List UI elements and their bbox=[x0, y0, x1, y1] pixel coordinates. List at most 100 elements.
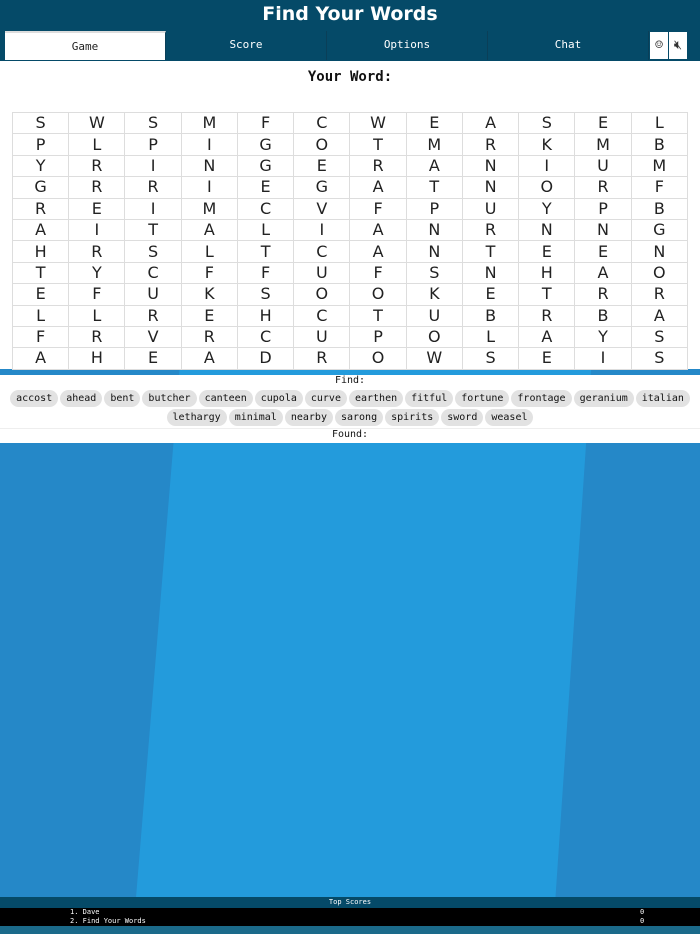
grid-cell[interactable]: N bbox=[461, 154, 520, 178]
grid-cell[interactable]: H bbox=[518, 261, 576, 285]
grid-cell[interactable]: T bbox=[349, 304, 407, 327]
grid-cell[interactable]: E bbox=[124, 347, 182, 370]
grid-cell[interactable]: A bbox=[11, 218, 70, 242]
grid-cell[interactable]: L bbox=[68, 133, 126, 156]
grid-cell[interactable]: K bbox=[518, 133, 576, 156]
grid-cell[interactable]: S bbox=[405, 261, 463, 285]
grid-cell[interactable]: N bbox=[405, 240, 463, 263]
grid-cell[interactable]: A bbox=[349, 218, 407, 242]
grid-cell[interactable]: S bbox=[124, 111, 182, 135]
grid-cell[interactable]: E bbox=[236, 176, 295, 199]
grid-cell[interactable]: C bbox=[236, 197, 295, 220]
grid-cell[interactable]: N bbox=[405, 218, 463, 242]
grid-cell[interactable]: B bbox=[574, 304, 632, 327]
grid-cell[interactable]: A bbox=[180, 347, 238, 370]
grid-cell[interactable]: A bbox=[349, 240, 407, 263]
grid-cell[interactable]: K bbox=[180, 283, 238, 306]
grid-cell[interactable]: P bbox=[349, 325, 407, 349]
grid-cell[interactable]: N bbox=[461, 176, 520, 199]
mute-icon[interactable]: 🔇︎ bbox=[669, 32, 687, 59]
grid-cell[interactable]: B bbox=[630, 197, 689, 220]
grid-cell[interactable]: R bbox=[124, 176, 182, 199]
grid-cell[interactable]: R bbox=[68, 240, 126, 263]
grid-cell[interactable]: R bbox=[630, 283, 689, 306]
grid-cell[interactable]: C bbox=[293, 111, 351, 135]
grid-cell[interactable]: R bbox=[349, 154, 407, 178]
grid-cell[interactable]: S bbox=[630, 347, 689, 370]
grid-cell[interactable]: F bbox=[236, 261, 295, 285]
grid-cell[interactable]: P bbox=[11, 133, 70, 156]
grid-cell[interactable]: N bbox=[630, 240, 689, 263]
grid-cell[interactable]: Y bbox=[68, 261, 126, 285]
grid-cell[interactable]: N bbox=[518, 218, 576, 242]
grid-cell[interactable]: R bbox=[574, 283, 632, 306]
grid-cell[interactable]: W bbox=[68, 111, 126, 135]
grid-cell[interactable]: V bbox=[293, 197, 351, 220]
grid-cell[interactable]: M bbox=[180, 197, 238, 220]
grid-cell[interactable]: F bbox=[630, 176, 689, 199]
grid-cell[interactable]: T bbox=[11, 261, 70, 285]
grid-cell[interactable]: Y bbox=[11, 154, 70, 178]
grid-cell[interactable]: U bbox=[405, 304, 463, 327]
grid-cell[interactable]: I bbox=[293, 218, 351, 242]
grid-cell[interactable]: L bbox=[68, 304, 126, 327]
grid-cell[interactable]: C bbox=[293, 304, 351, 327]
grid-cell[interactable]: E bbox=[180, 304, 238, 327]
grid-cell[interactable]: T bbox=[405, 176, 463, 199]
grid-cell[interactable]: W bbox=[405, 347, 463, 370]
grid-cell[interactable]: O bbox=[518, 176, 576, 199]
grid-cell[interactable]: E bbox=[11, 283, 70, 306]
grid-cell[interactable]: E bbox=[293, 154, 351, 178]
grid-cell[interactable]: O bbox=[349, 283, 407, 306]
grid-cell[interactable]: A bbox=[405, 154, 463, 178]
tab-options[interactable]: Options bbox=[327, 31, 488, 60]
grid-cell[interactable]: R bbox=[68, 154, 126, 178]
grid-cell[interactable]: B bbox=[461, 304, 520, 327]
grid-cell[interactable]: U bbox=[293, 325, 351, 349]
grid-cell[interactable]: M bbox=[574, 133, 632, 156]
grid-cell[interactable]: R bbox=[574, 176, 632, 199]
grid-cell[interactable]: O bbox=[293, 283, 351, 306]
grid-cell[interactable]: O bbox=[630, 261, 689, 285]
grid-cell[interactable]: U bbox=[293, 261, 351, 285]
grid-cell[interactable]: P bbox=[124, 133, 182, 156]
grid-cell[interactable]: Y bbox=[518, 197, 576, 220]
grid-cell[interactable]: G bbox=[236, 133, 295, 156]
grid-cell[interactable]: R bbox=[461, 218, 520, 242]
grid-cell[interactable]: N bbox=[461, 261, 520, 285]
grid-cell[interactable]: I bbox=[180, 176, 238, 199]
grid-cell[interactable]: N bbox=[574, 218, 632, 242]
grid-cell[interactable]: L bbox=[180, 240, 238, 263]
grid-cell[interactable]: F bbox=[11, 325, 70, 349]
grid-cell[interactable]: S bbox=[11, 111, 70, 135]
grid-cell[interactable]: A bbox=[180, 218, 238, 242]
grid-cell[interactable]: U bbox=[574, 154, 632, 178]
grid-cell[interactable]: F bbox=[180, 261, 238, 285]
grid-cell[interactable]: S bbox=[518, 111, 576, 135]
grid-cell[interactable]: E bbox=[461, 283, 520, 306]
grid-cell[interactable]: E bbox=[574, 240, 632, 263]
grid-cell[interactable]: L bbox=[236, 218, 295, 242]
grid-cell[interactable]: A bbox=[630, 304, 689, 327]
grid-cell[interactable]: E bbox=[518, 240, 576, 263]
grid-cell[interactable]: I bbox=[574, 347, 632, 370]
grid-cell[interactable]: H bbox=[68, 347, 126, 370]
grid-cell[interactable]: I bbox=[68, 218, 126, 242]
grid-cell[interactable]: E bbox=[574, 111, 632, 135]
grid-cell[interactable]: H bbox=[236, 304, 295, 327]
grid-cell[interactable]: S bbox=[236, 283, 295, 306]
grid-cell[interactable]: E bbox=[68, 197, 126, 220]
grid-cell[interactable]: R bbox=[518, 304, 576, 327]
grid-cell[interactable]: I bbox=[180, 133, 238, 156]
emoji-icon[interactable]: ☺ bbox=[650, 32, 668, 59]
grid-cell[interactable]: P bbox=[405, 197, 463, 220]
grid-cell[interactable]: Y bbox=[574, 325, 632, 349]
grid-cell[interactable]: A bbox=[11, 347, 70, 370]
grid-cell[interactable]: T bbox=[518, 283, 576, 306]
grid-cell[interactable]: L bbox=[630, 111, 689, 135]
grid-cell[interactable]: N bbox=[180, 154, 238, 178]
grid-cell[interactable]: A bbox=[574, 261, 632, 285]
grid-cell[interactable]: T bbox=[349, 133, 407, 156]
grid-cell[interactable]: I bbox=[124, 197, 182, 220]
grid-cell[interactable]: A bbox=[461, 111, 520, 135]
